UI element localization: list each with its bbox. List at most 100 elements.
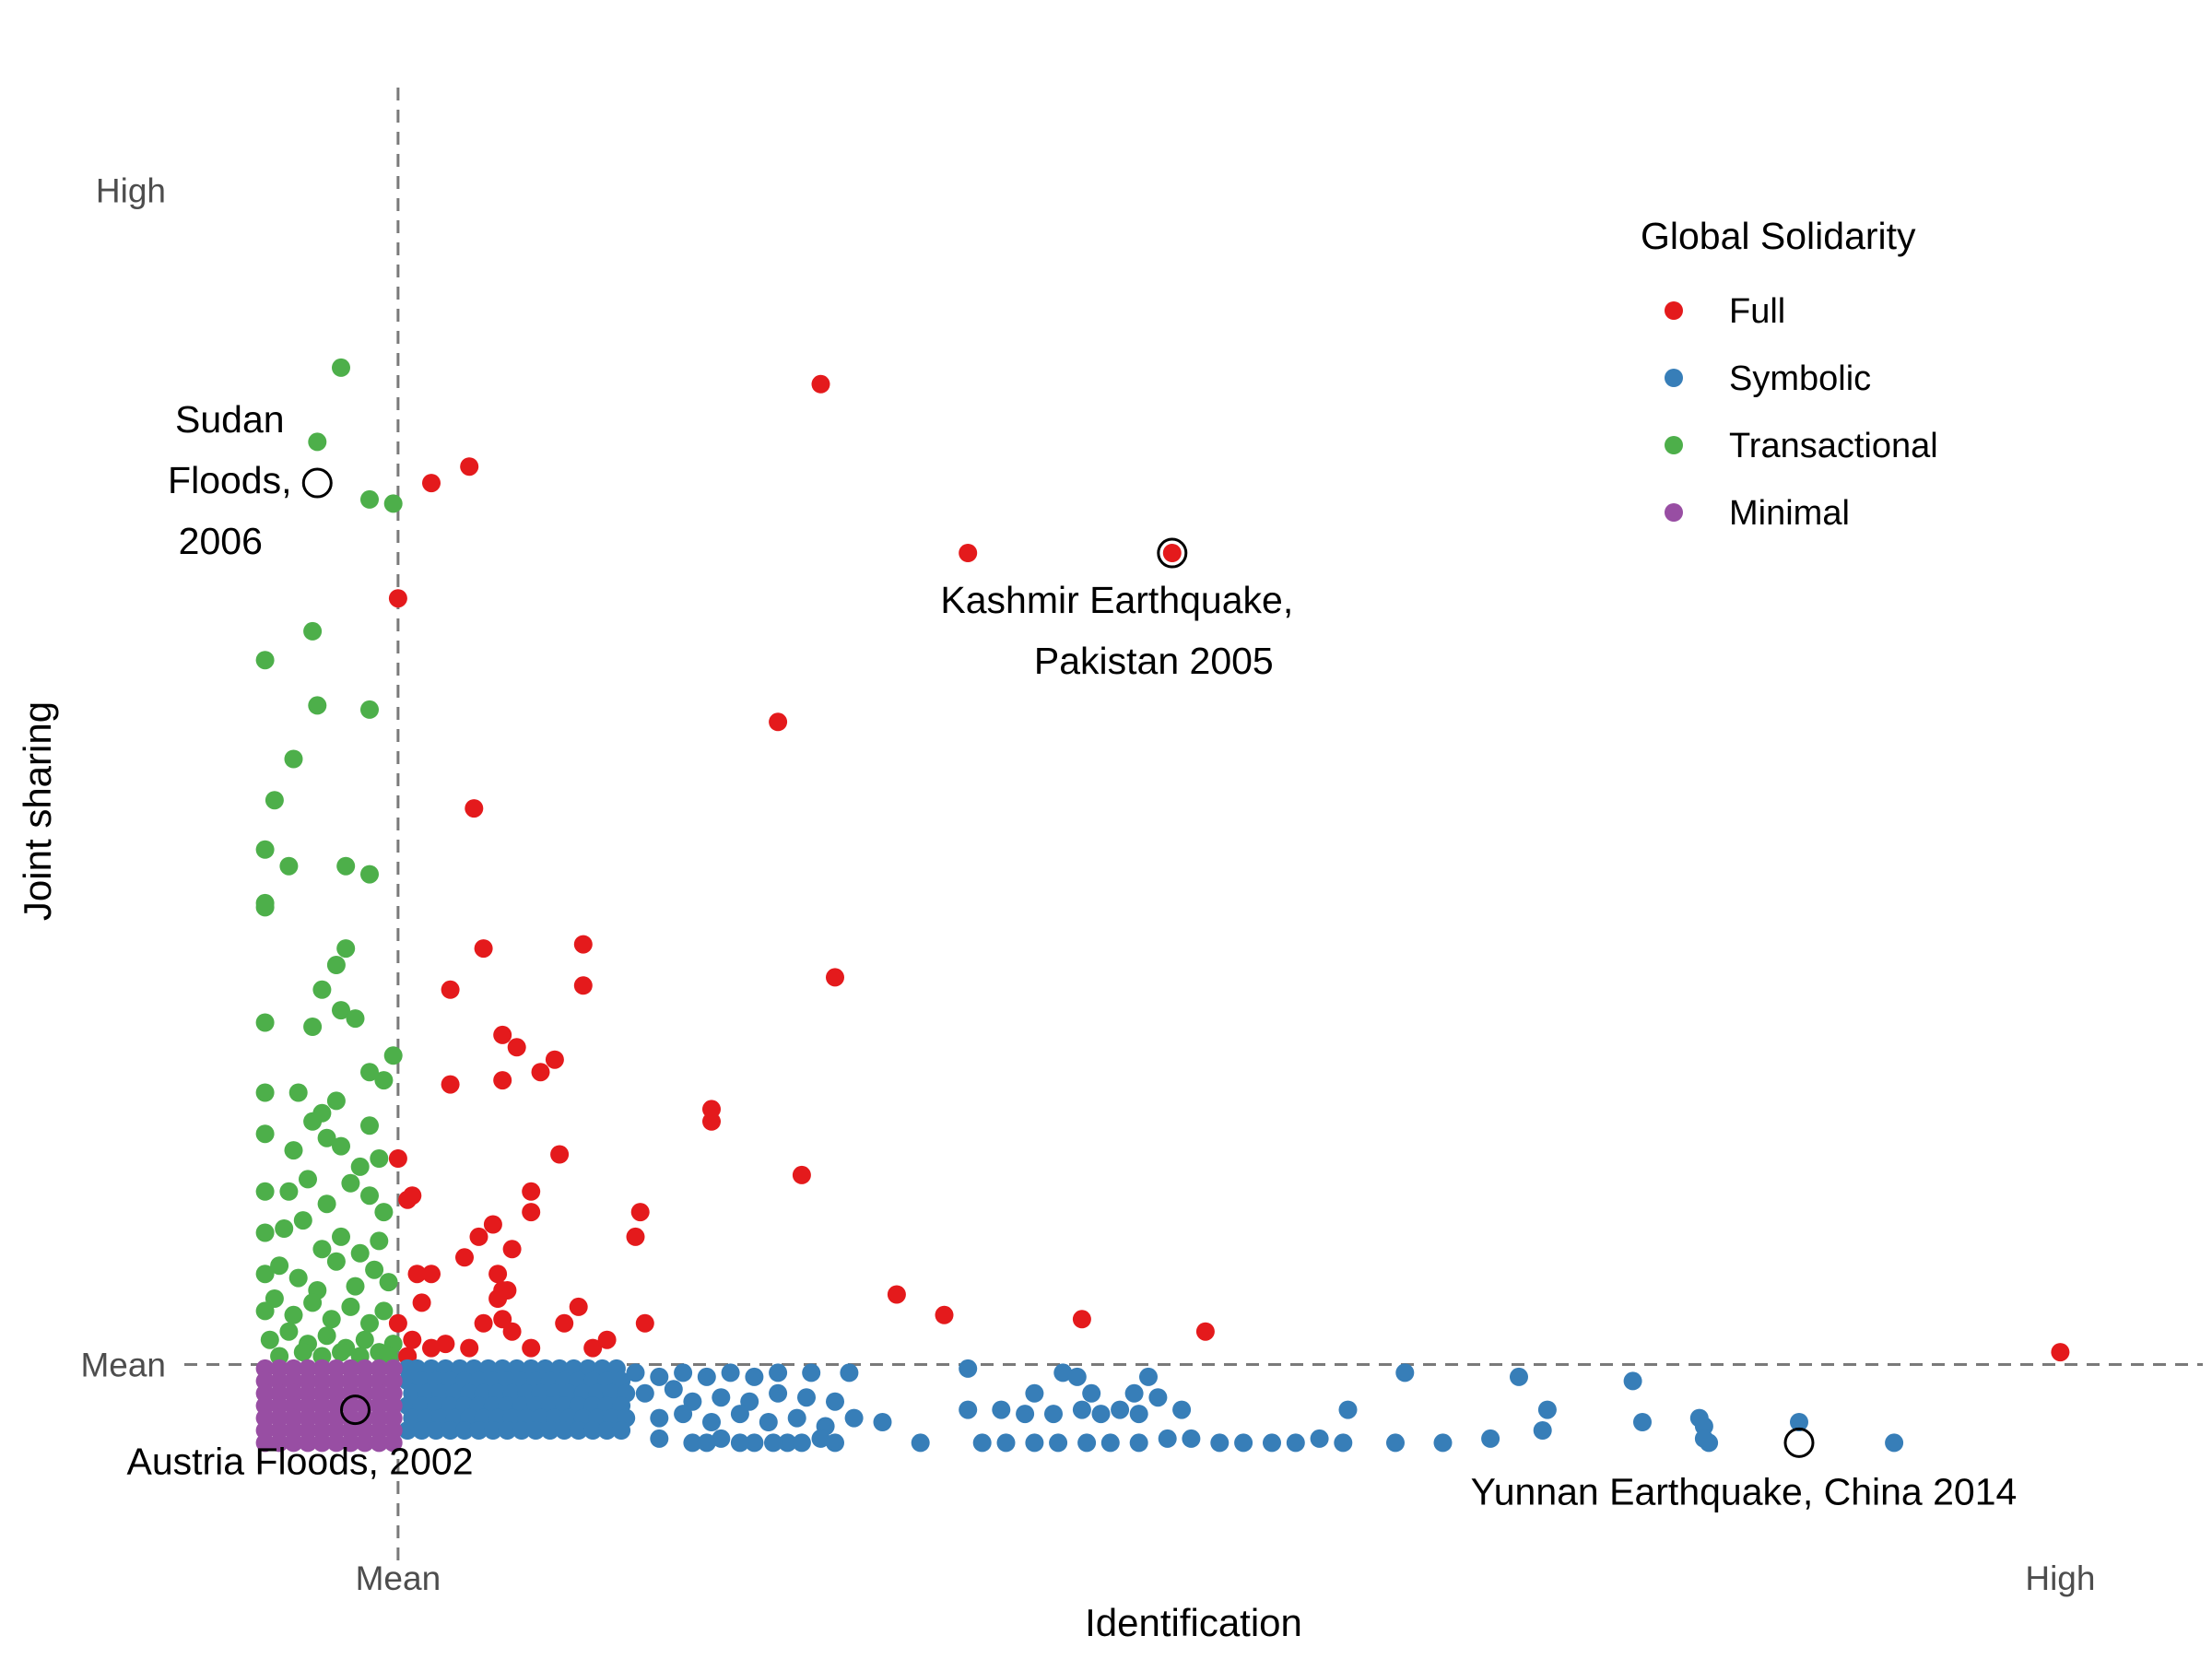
y-tick-label: High [96,172,166,210]
legend-item-symbolic: Symbolic [1665,359,1871,398]
data-point [341,1433,360,1453]
data-point [1077,1433,1097,1453]
data-point [512,1421,531,1440]
legend: Global Solidarity Full Symbolic Transactio… [1641,215,1938,533]
data-point [1111,1400,1130,1419]
data-point [360,1063,379,1082]
data-point [545,1050,564,1069]
data-point [959,1359,978,1378]
data-point [383,494,403,513]
data-point [1158,1429,1177,1448]
data-point [1082,1383,1101,1403]
data-point [1433,1433,1453,1453]
data-point [635,1383,654,1403]
data-point [336,939,356,959]
data-point [802,1363,821,1382]
data-point [1310,1429,1329,1448]
data-point [1072,1310,1091,1329]
data-point [255,840,275,859]
data-point [374,1301,394,1321]
legend-swatch [1665,369,1683,387]
data-point [1067,1367,1087,1386]
data-point [502,1322,522,1341]
data-point [465,799,484,818]
data-point [308,696,327,715]
data-point [332,1001,350,1020]
data-point [583,1338,603,1358]
data-point [403,1330,422,1349]
data-point [1623,1371,1642,1391]
data-point [522,1182,541,1201]
data-point [811,1429,830,1448]
x-axis-title: Identification [1085,1601,1302,1644]
data-point [1694,1429,1713,1448]
legend-item-full: Full [1665,292,1785,331]
data-point [769,1383,788,1403]
series-symbolic [398,1359,1904,1453]
data-point [322,1310,341,1329]
data-point [664,1380,683,1399]
data-point [336,856,356,876]
data-point [317,1194,336,1214]
data-point [502,1240,522,1259]
highlight-ring [340,1394,371,1426]
data-point [730,1405,749,1424]
data-point [1338,1400,1358,1419]
data-point [332,358,350,377]
data-point [1172,1400,1192,1419]
data-point [255,1124,275,1144]
data-point [873,1413,892,1431]
legend-entries: Full Symbolic Transactional Minimal [1665,292,1938,533]
data-point [1386,1433,1405,1453]
annotation-line: Floods, [168,459,291,501]
data-point [1139,1367,1158,1386]
data-point [312,1240,332,1259]
data-point [483,1421,502,1440]
data-point [460,1338,479,1358]
data-point [540,1421,559,1440]
data-point [840,1363,859,1382]
data-point [488,1265,508,1284]
data-point [959,544,978,562]
annotations: Sudan Floods, 2006 Kashmir Earthquake, Pakis… [126,398,2017,1512]
data-point [522,1338,541,1358]
data-point [299,1433,317,1453]
data-point [697,1433,716,1453]
data-point [279,1182,299,1201]
data-point [403,1186,422,1206]
data-point [1162,544,1182,562]
data-point [383,1046,403,1065]
data-point [712,1429,731,1448]
data-point [1049,1433,1068,1453]
data-point [441,980,460,999]
data-point [1016,1405,1035,1424]
data-point [1633,1413,1652,1431]
data-point [374,1071,394,1090]
data-point [488,1289,508,1308]
data-point [284,1141,303,1160]
data-point [555,1421,574,1440]
data-point [811,374,830,394]
data-point [911,1433,930,1453]
data-point [844,1408,864,1428]
annotation-line: Austria Floods, 2002 [126,1441,473,1483]
data-point [712,1388,731,1407]
data-point [355,1330,374,1349]
legend-item-transactional: Transactional [1665,427,1938,465]
data-point [1510,1367,1528,1386]
data-point [1072,1400,1091,1419]
data-point [1481,1429,1500,1448]
data-point [255,898,275,917]
data-point [270,1433,289,1453]
data-point [526,1421,546,1440]
data-point [412,1293,431,1312]
data-point [427,1421,446,1440]
data-point [469,1421,488,1440]
data-point [412,1421,431,1440]
data-point [455,1248,474,1267]
data-point [265,1289,284,1308]
data-point [326,1091,346,1111]
data-point [284,1433,303,1453]
data-point [797,1388,816,1407]
legend-swatch [1665,503,1683,522]
